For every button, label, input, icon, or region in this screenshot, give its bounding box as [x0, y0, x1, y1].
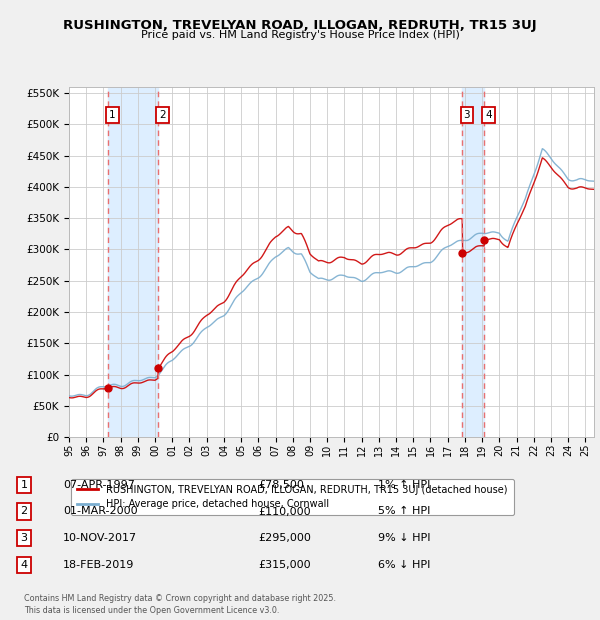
Text: 18-FEB-2019: 18-FEB-2019 — [63, 560, 134, 570]
Text: 01-MAR-2000: 01-MAR-2000 — [63, 507, 137, 516]
Text: 1: 1 — [20, 480, 28, 490]
Text: RUSHINGTON, TREVELYAN ROAD, ILLOGAN, REDRUTH, TR15 3UJ: RUSHINGTON, TREVELYAN ROAD, ILLOGAN, RED… — [63, 19, 537, 32]
Text: 3: 3 — [463, 110, 470, 120]
Point — [153, 363, 163, 373]
Text: Price paid vs. HM Land Registry's House Price Index (HPI): Price paid vs. HM Land Registry's House … — [140, 30, 460, 40]
Point — [103, 383, 113, 393]
Text: 10-NOV-2017: 10-NOV-2017 — [63, 533, 137, 543]
Text: 6% ↓ HPI: 6% ↓ HPI — [378, 560, 430, 570]
Text: 1% ↑ HPI: 1% ↑ HPI — [378, 480, 430, 490]
Text: 4: 4 — [20, 560, 28, 570]
Text: 2: 2 — [159, 110, 166, 120]
Text: 5% ↑ HPI: 5% ↑ HPI — [378, 507, 430, 516]
Bar — [463, 87, 484, 437]
Text: £295,000: £295,000 — [258, 533, 311, 543]
Legend: RUSHINGTON, TREVELYAN ROAD, ILLOGAN, REDRUTH, TR15 3UJ (detached house), HPI: Av: RUSHINGTON, TREVELYAN ROAD, ILLOGAN, RED… — [71, 479, 514, 515]
Text: £110,000: £110,000 — [258, 507, 311, 516]
Text: £78,500: £78,500 — [258, 480, 304, 490]
Point — [479, 235, 489, 245]
Text: 07-APR-1997: 07-APR-1997 — [63, 480, 135, 490]
Text: 3: 3 — [20, 533, 28, 543]
Text: £315,000: £315,000 — [258, 560, 311, 570]
Text: 9% ↓ HPI: 9% ↓ HPI — [378, 533, 431, 543]
Point — [458, 247, 467, 257]
Bar — [108, 87, 158, 437]
Text: 4: 4 — [485, 110, 492, 120]
Text: 1: 1 — [109, 110, 116, 120]
Text: 2: 2 — [20, 507, 28, 516]
Text: Contains HM Land Registry data © Crown copyright and database right 2025.
This d: Contains HM Land Registry data © Crown c… — [24, 594, 336, 615]
